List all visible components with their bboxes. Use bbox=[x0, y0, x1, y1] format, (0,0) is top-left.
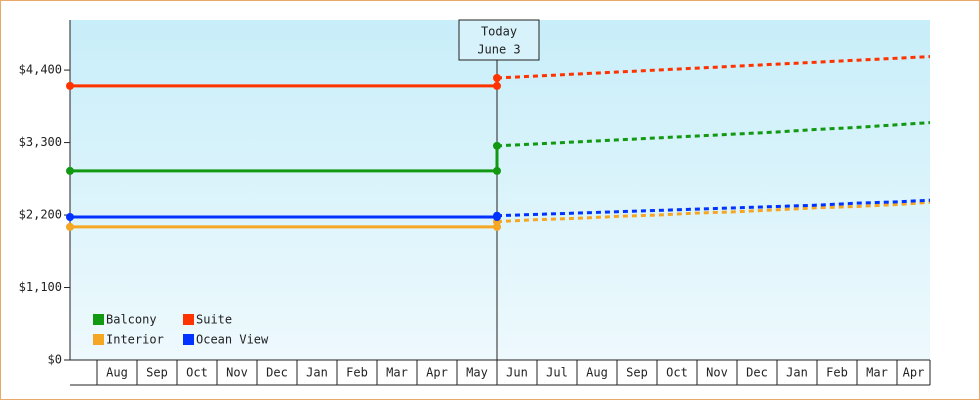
y-tick-label: $4,400 bbox=[19, 63, 62, 77]
plot-area bbox=[70, 20, 930, 360]
legend-swatch bbox=[183, 334, 194, 345]
forecast-line bbox=[496, 121, 930, 148]
point bbox=[66, 222, 74, 231]
x-tick-label: Aug bbox=[106, 366, 128, 380]
legend-swatch bbox=[93, 334, 104, 345]
x-tick-label: May bbox=[466, 366, 488, 380]
x-tick-label: Jun bbox=[506, 366, 528, 380]
x-tick-label: Oct bbox=[186, 366, 208, 380]
x-tick-label: Jan bbox=[786, 366, 808, 380]
x-tick-label: Feb bbox=[346, 366, 368, 380]
legend-swatch bbox=[93, 314, 104, 325]
y-tick-label: $3,300 bbox=[19, 135, 62, 149]
x-tick-label: Jul bbox=[546, 366, 568, 380]
point bbox=[66, 166, 74, 175]
y-tick-label: $1,100 bbox=[19, 280, 62, 294]
x-tick-label: Mar bbox=[866, 366, 888, 380]
x-tick-label: Sep bbox=[146, 366, 168, 380]
legend-label: Interior bbox=[106, 333, 164, 347]
today-label: June 3 bbox=[477, 43, 520, 57]
legend-label: Suite bbox=[196, 313, 232, 327]
forecast-line bbox=[496, 198, 930, 218]
x-tick-label: Apr bbox=[903, 366, 925, 380]
x-tick-label: Jan bbox=[306, 366, 328, 380]
forecast-line bbox=[496, 55, 930, 80]
x-tick-label: Feb bbox=[826, 366, 848, 380]
x-tick-label: Oct bbox=[666, 366, 688, 380]
plot-clip bbox=[70, 55, 930, 229]
forecast-line bbox=[496, 200, 930, 224]
x-tick-label: Dec bbox=[266, 366, 288, 380]
legend-label: Ocean View bbox=[196, 333, 269, 347]
x-tick-label: Nov bbox=[226, 366, 248, 380]
x-tick-label: Aug bbox=[586, 366, 608, 380]
today-box bbox=[458, 19, 540, 61]
y-tick-label: $0 bbox=[48, 353, 62, 367]
x-tick-label: Apr bbox=[426, 366, 448, 380]
legend-label: Balcony bbox=[106, 313, 157, 327]
x-tick-label: Mar bbox=[386, 366, 408, 380]
x-tick-label: Sep bbox=[626, 366, 648, 380]
y-tick-label: $2,200 bbox=[19, 208, 62, 222]
point bbox=[66, 213, 74, 222]
x-tick-label: Dec bbox=[746, 366, 768, 380]
point bbox=[66, 81, 74, 90]
today-label: Today bbox=[481, 25, 517, 39]
legend-swatch bbox=[183, 314, 194, 325]
x-tick-label: Nov bbox=[706, 366, 728, 380]
